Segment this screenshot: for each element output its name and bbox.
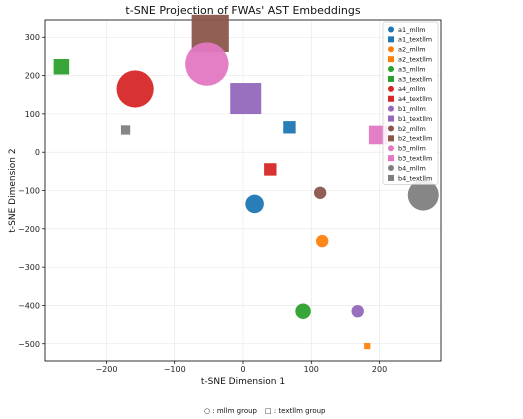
legend-label-b1_textllm: b1_textllm	[398, 115, 432, 123]
legend-marker-a2_mllm	[388, 46, 394, 53]
legend-marker-a2_textllm	[388, 56, 394, 63]
point-b4_mllm	[407, 179, 439, 211]
y-tick-label: −400	[18, 301, 40, 310]
legend-label-a4_mllm: a4_mllm	[398, 85, 426, 93]
point-a3_textllm	[53, 58, 70, 75]
legend-marker-b4_mllm	[388, 165, 394, 172]
legend-marker-b2_textllm	[388, 135, 394, 142]
legend-marker-b1_textllm	[388, 115, 394, 122]
legend-marker-b3_textllm	[388, 155, 394, 162]
y-tick-label: −300	[18, 263, 40, 272]
point-a4_mllm	[116, 70, 154, 108]
y-tick-label: −200	[18, 225, 40, 234]
legend-marker-a3_textllm	[388, 75, 394, 82]
legend-label-b4_mllm: b4_mllm	[398, 164, 426, 172]
note-textllm-group: □ : textllm group	[265, 407, 326, 415]
legend-label-b3_mllm: b3_mllm	[398, 145, 426, 153]
marker-shape-note: ○ : mllm group □ : textllm group	[204, 407, 326, 415]
legend-label-a1_mllm: a1_mllm	[398, 26, 426, 34]
point-b3_mllm	[185, 42, 229, 86]
legend-marker-b1_mllm	[388, 105, 394, 112]
point-b2_mllm	[313, 186, 327, 199]
point-b4_textllm	[120, 125, 131, 135]
point-b1_mllm	[351, 304, 364, 318]
legend-marker-b3_mllm	[388, 145, 394, 152]
legend-marker-a1_textllm	[388, 36, 394, 43]
legend-label-b3_textllm: b3_textllm	[398, 154, 432, 162]
axis-ticks: −200 −100 0 100 200 −500 −400 −300 −200 −100 0 100 2…	[18, 33, 387, 374]
y-tick-label: 200	[25, 72, 40, 81]
legend-label-b2_mllm: b2_mllm	[398, 125, 426, 133]
y-tick-label: −500	[18, 340, 40, 349]
point-a1_mllm	[245, 194, 264, 214]
y-tick-label: 0	[35, 148, 40, 157]
legend-label-a2_mllm: a2_mllm	[398, 46, 426, 54]
point-a2_mllm	[316, 234, 329, 248]
legend-marker-a3_mllm	[388, 66, 394, 73]
legend-label-a4_textllm: a4_textllm	[398, 95, 432, 103]
legend-marker-a1_mllm	[388, 26, 394, 33]
legend-label-a1_textllm: a1_textllm	[398, 36, 432, 44]
point-a4_textllm	[264, 163, 277, 176]
legend-box	[382, 21, 439, 185]
legend-label-a2_textllm: a2_textllm	[398, 55, 432, 63]
legend-marker-b2_mllm	[388, 125, 394, 132]
grid	[45, 20, 441, 361]
y-tick-label: 100	[25, 110, 40, 119]
legend-label-a3_mllm: a3_mllm	[398, 65, 426, 73]
point-a3_mllm	[295, 303, 311, 319]
note-mllm-group: ○ : mllm group	[204, 407, 258, 415]
point-a2_textllm	[364, 342, 371, 350]
x-tick-label: 100	[304, 365, 319, 374]
x-tick-label: 0	[240, 365, 245, 374]
point-b1_textllm	[230, 83, 262, 115]
point-a1_textllm	[283, 121, 296, 134]
legend-label-b1_mllm: b1_mllm	[398, 105, 426, 113]
legend-marker-b4_textllm	[388, 174, 394, 181]
y-tick-label: 300	[25, 33, 40, 42]
legend-label-b2_textllm: b2_textllm	[398, 135, 432, 143]
x-axis-label: t-SNE Dimension 1	[201, 377, 285, 387]
x-tick-label: −100	[164, 365, 186, 374]
x-tick-label: 200	[372, 365, 387, 374]
y-axis-label: t-SNE Dimension 2	[8, 148, 18, 232]
legend-marker-a4_mllm	[388, 85, 394, 92]
legend-label-b4_textllm: b4_textllm	[398, 174, 432, 182]
chart-title: t-SNE Projection of FWAs' AST Embeddings	[125, 4, 360, 17]
legend-marker-a4_textllm	[388, 95, 394, 102]
legend-label-a3_textllm: a3_textllm	[398, 75, 432, 83]
x-tick-label: −200	[95, 365, 117, 374]
y-tick-label: −100	[18, 187, 40, 196]
data-points	[53, 14, 439, 350]
